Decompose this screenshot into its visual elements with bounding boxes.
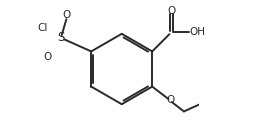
Text: O: O xyxy=(43,52,51,62)
Text: O: O xyxy=(62,10,70,20)
Text: Cl: Cl xyxy=(37,22,47,33)
Text: OH: OH xyxy=(190,27,206,37)
Text: O: O xyxy=(167,6,176,16)
Text: S: S xyxy=(57,31,64,44)
Text: O: O xyxy=(166,95,174,105)
